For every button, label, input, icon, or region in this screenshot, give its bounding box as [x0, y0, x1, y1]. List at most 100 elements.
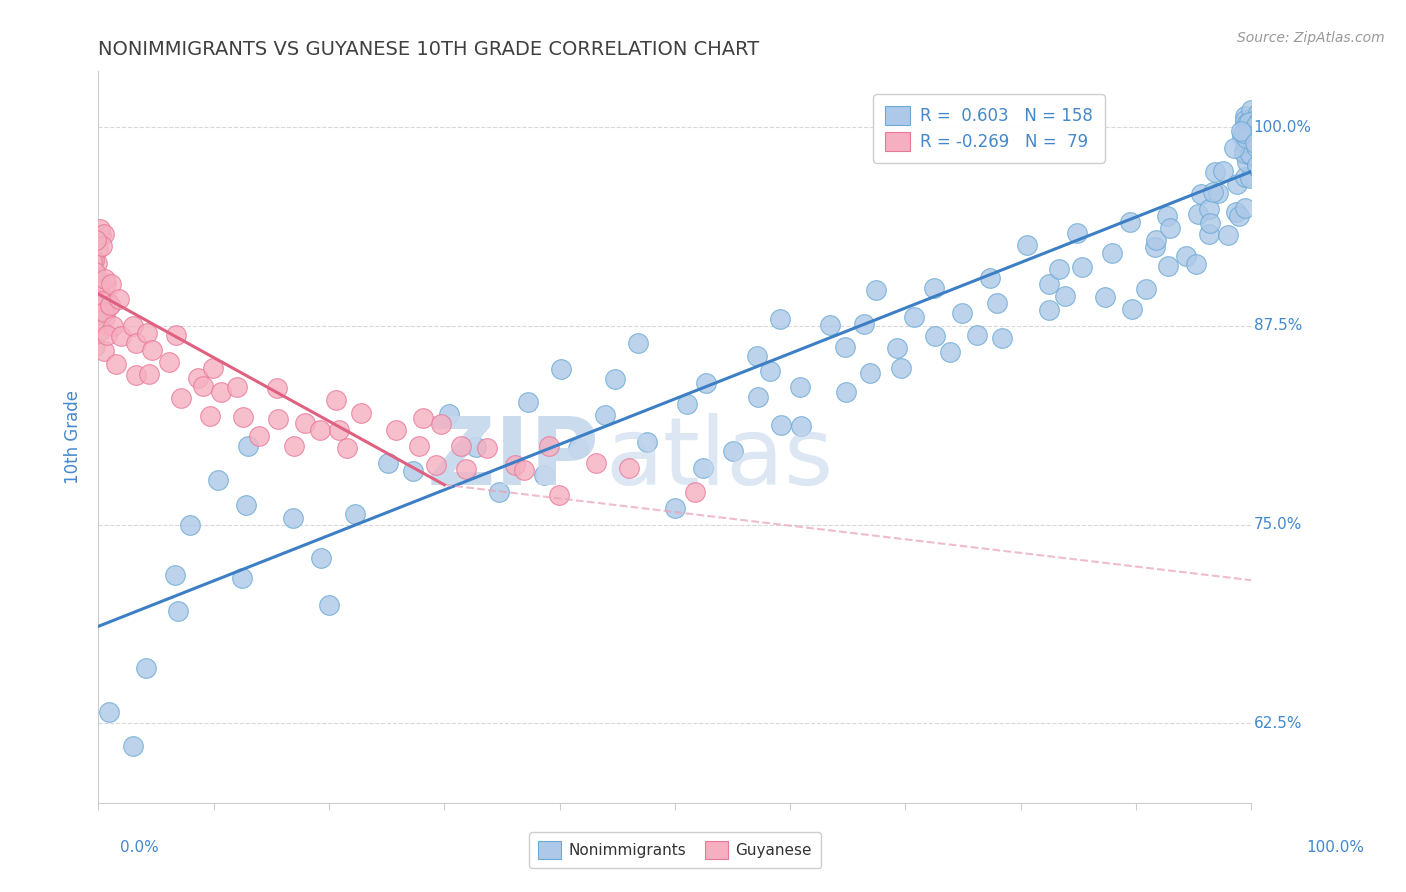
Point [1234, 128, 1257, 143]
Point [425, 458, 447, 473]
Point [834, 340, 856, 354]
Point [93, 344, 115, 359]
Point [1071, 260, 1094, 274]
Point [165, 328, 187, 343]
Point [1249, 125, 1271, 139]
Point [236, 439, 259, 453]
Point [328, 423, 350, 437]
Text: ZIP: ZIP [427, 413, 600, 505]
Point [1239, 127, 1261, 141]
Point [93, 227, 115, 241]
Point [1249, 163, 1271, 178]
Point [450, 439, 472, 453]
Point [94, 277, 117, 291]
Point [135, 661, 157, 675]
Point [770, 417, 793, 432]
Point [986, 295, 1008, 310]
Point [966, 327, 988, 342]
Point [84, 264, 107, 278]
Point [1243, 140, 1265, 154]
Point [1198, 202, 1220, 216]
Point [1243, 136, 1265, 151]
Point [100, 277, 122, 292]
Point [266, 381, 288, 395]
Point [1241, 111, 1264, 125]
Point [1246, 158, 1268, 172]
Point [1243, 144, 1265, 158]
Text: atlas: atlas [606, 413, 834, 505]
Point [533, 467, 555, 482]
Point [138, 368, 160, 382]
Point [1236, 116, 1258, 130]
Text: 62.5%: 62.5% [1254, 715, 1302, 731]
Point [86, 256, 108, 270]
Point [377, 456, 399, 470]
Point [318, 599, 340, 613]
Point [1244, 138, 1267, 153]
Point [1250, 141, 1272, 155]
Point [1187, 207, 1209, 221]
Point [1156, 209, 1178, 223]
Point [136, 326, 159, 340]
Point [110, 328, 132, 343]
Text: Source: ZipAtlas.com: Source: ZipAtlas.com [1237, 31, 1385, 45]
Point [835, 385, 858, 400]
Point [1239, 171, 1261, 186]
Point [1121, 302, 1143, 317]
Text: 100.0%: 100.0% [1254, 120, 1312, 135]
Point [790, 418, 813, 433]
Point [456, 462, 478, 476]
Point [695, 376, 717, 390]
Point [1232, 126, 1254, 140]
Point [84, 278, 107, 293]
Point [87, 243, 110, 257]
Point [550, 361, 572, 376]
Point [1243, 125, 1265, 139]
Point [1234, 135, 1257, 149]
Point [991, 330, 1014, 344]
Point [83, 252, 105, 267]
Point [1206, 186, 1229, 201]
Text: 0.0%: 0.0% [120, 840, 159, 855]
Point [79, 266, 101, 280]
Point [512, 463, 534, 477]
Point [89, 222, 111, 236]
Point [98, 298, 121, 312]
Point [488, 484, 510, 499]
Point [1247, 135, 1270, 149]
Point [1144, 240, 1167, 254]
Point [1015, 238, 1038, 252]
Point [349, 406, 371, 420]
Point [402, 464, 425, 478]
Point [165, 568, 187, 582]
Y-axis label: 10th Grade: 10th Grade [65, 390, 83, 484]
Legend: R =  0.603   N = 158, R = -0.269   N =  79: R = 0.603 N = 158, R = -0.269 N = 79 [873, 95, 1105, 163]
Point [105, 357, 128, 371]
Text: 100.0%: 100.0% [1306, 840, 1364, 855]
Point [336, 441, 359, 455]
Point [1053, 289, 1076, 303]
Point [93, 305, 115, 319]
Point [903, 310, 925, 324]
Point [309, 423, 332, 437]
Point [979, 271, 1001, 285]
Point [1135, 282, 1157, 296]
Point [170, 392, 193, 406]
Point [464, 441, 486, 455]
Point [1229, 124, 1251, 138]
Point [294, 416, 316, 430]
Point [567, 441, 589, 455]
Point [1247, 105, 1270, 120]
Point [503, 458, 526, 472]
Point [1244, 128, 1267, 142]
Point [90, 299, 112, 313]
Point [430, 417, 453, 431]
Point [548, 487, 571, 501]
Text: NONIMMIGRANTS VS GUYANESE 10TH GRADE CORRELATION CHART: NONIMMIGRANTS VS GUYANESE 10TH GRADE COR… [98, 39, 759, 59]
Point [1189, 187, 1212, 202]
Point [1246, 137, 1268, 152]
Point [89, 277, 111, 291]
Point [664, 501, 686, 516]
Point [517, 395, 540, 409]
Point [80, 253, 103, 268]
